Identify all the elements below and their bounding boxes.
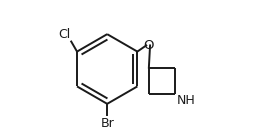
Text: Cl: Cl: [58, 28, 70, 41]
Text: O: O: [143, 39, 153, 52]
Text: Br: Br: [100, 117, 114, 130]
Text: NH: NH: [177, 94, 195, 107]
